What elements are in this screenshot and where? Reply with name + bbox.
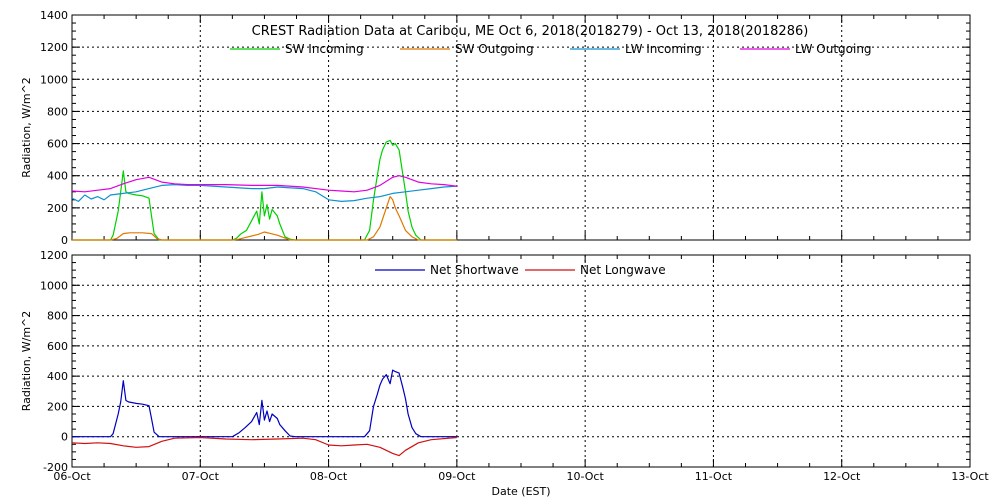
y-tick-label: 600: [47, 340, 68, 353]
legend-label: LW Incoming: [625, 42, 702, 56]
y-tick-label: 1000: [40, 73, 68, 86]
x-tick-label: 08-Oct: [310, 470, 348, 483]
y-tick-label: 800: [47, 310, 68, 323]
legend-label: Net Shortwave: [430, 263, 519, 277]
y-tick-label: 200: [47, 202, 68, 215]
bottom-panel: -200 0 200 400 600 800 1000 1200 06-Oct 07-Oct 08-…: [20, 249, 989, 498]
series-line-lw-incoming: [71, 184, 457, 202]
y-tick-label: 1000: [40, 279, 68, 292]
y-tick-label: 400: [47, 170, 68, 183]
chart-title: CREST Radiation Data at Caribou, ME Oct …: [252, 24, 809, 39]
x-tick-label: 12-Oct: [823, 470, 861, 483]
y-axis-label: Radiation, W/m^2: [20, 311, 33, 412]
top-panel: 0 200 400 600 800 1000 1200 1400 Radiation, W/m^…: [20, 9, 971, 247]
y-tick-label: 1400: [40, 9, 68, 22]
y-tick-label: 1200: [40, 41, 68, 54]
y-tick-label: 200: [47, 400, 68, 413]
series-line-lw-outgoing: [71, 175, 457, 193]
x-tick-label: 06-Oct: [53, 470, 91, 483]
series-line-net-longwave: [71, 436, 457, 457]
series-line-net-shortwave: [72, 369, 457, 438]
x-tick-label: 07-Oct: [182, 470, 220, 483]
legend-label: Net Longwave: [580, 263, 666, 277]
series-line-sw-incoming: [72, 139, 457, 241]
y-tick-label: 600: [47, 138, 68, 151]
legend-label: SW Incoming: [285, 42, 364, 56]
plot-frame: [71, 254, 971, 468]
y-tick-label: 0: [61, 234, 68, 247]
y-tick-label: 400: [47, 370, 68, 383]
legend-label: LW Outgoing: [795, 42, 872, 56]
legend-label: SW Outgoing: [455, 42, 534, 56]
y-tick-label: 0: [61, 431, 68, 444]
x-axis-label: Date (EST): [491, 485, 550, 498]
y-axis-label: Radiation, W/m^2: [20, 77, 33, 178]
y-tick-label: -200: [43, 461, 68, 474]
y-tick-label: 1200: [40, 249, 68, 262]
series-line-sw-outgoing: [72, 196, 457, 241]
y-tick-label: 800: [47, 105, 68, 118]
x-tick-label: 11-Oct: [695, 470, 733, 483]
x-tick-label: 13-Oct: [951, 470, 989, 483]
x-tick-label: 09-Oct: [438, 470, 476, 483]
x-tick-label: 10-Oct: [566, 470, 604, 483]
